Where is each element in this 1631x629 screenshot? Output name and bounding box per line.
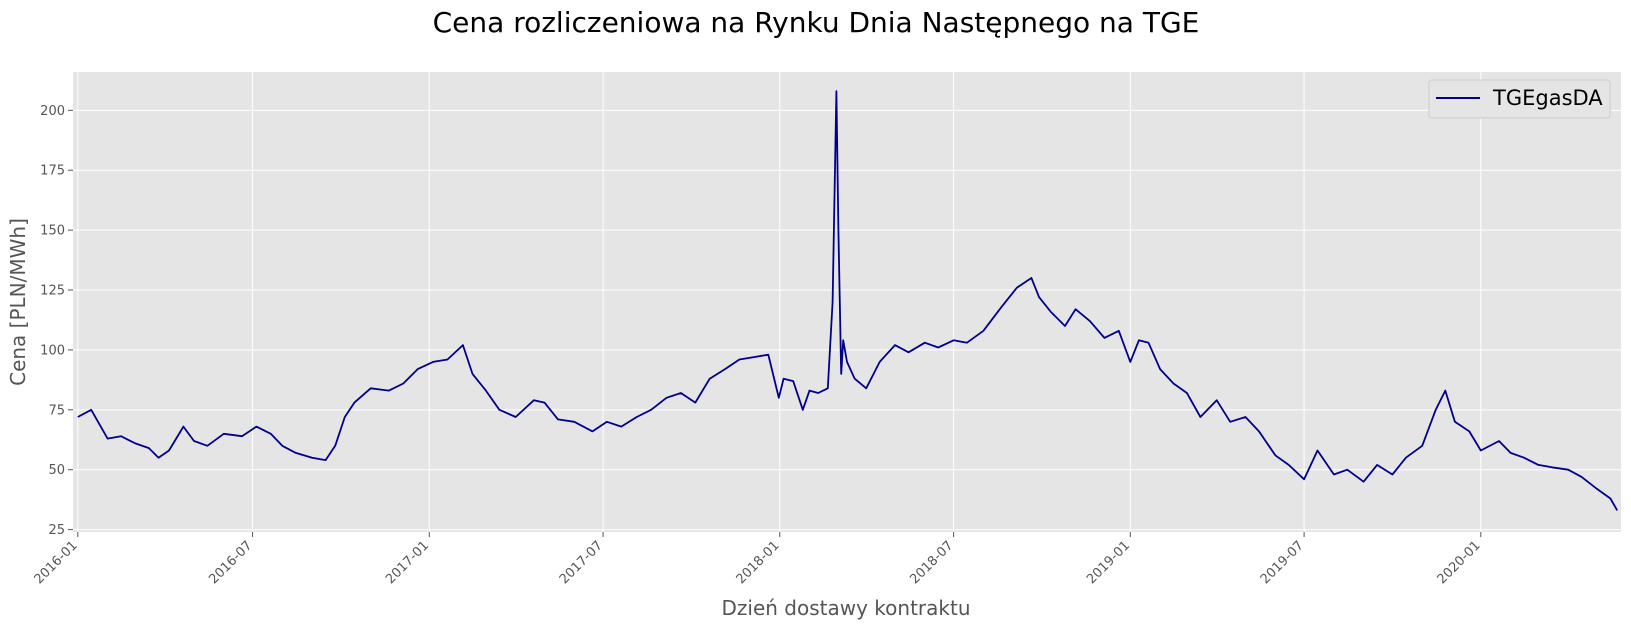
series-line-tgegasda <box>77 90 1618 511</box>
legend-label: TGEgasDA <box>1492 86 1603 110</box>
y-tick-label: 25 <box>48 523 65 538</box>
y-tick-label: 125 <box>40 284 65 299</box>
y-tick-label: 50 <box>48 463 65 478</box>
legend-box <box>1428 79 1611 119</box>
x-tick-label: 2019-07 <box>1258 538 1307 587</box>
grid-lines <box>73 72 1621 532</box>
y-tick-label: 175 <box>40 164 65 179</box>
y-axis-label: Cena [PLN/MWh] <box>6 218 30 386</box>
y-tick-label: 150 <box>40 224 65 239</box>
chart-title: Cena rozliczeniowa na Rynku Dnia Następn… <box>433 6 1200 39</box>
legend: TGEgasDA <box>1428 79 1611 119</box>
plot-area <box>73 72 1621 532</box>
x-tick-label: 2018-07 <box>907 538 956 587</box>
x-tick-label: 2017-01 <box>383 538 432 587</box>
x-tick-label: 2016-07 <box>206 538 255 587</box>
x-tick-label: 2019-01 <box>1084 538 1133 587</box>
x-tick-label: 2018-01 <box>734 538 783 587</box>
series-layer <box>77 90 1618 511</box>
y-tick-label: 75 <box>48 403 65 418</box>
y-tick-label: 100 <box>40 343 65 358</box>
x-tick-label: 2016-01 <box>32 538 81 587</box>
x-axis-label: Dzień dostawy kontraktu <box>722 596 971 620</box>
x-tick-label: 2017-07 <box>557 538 606 587</box>
y-tick-label: 200 <box>40 104 65 119</box>
x-tick-label: 2020-01 <box>1435 538 1484 587</box>
